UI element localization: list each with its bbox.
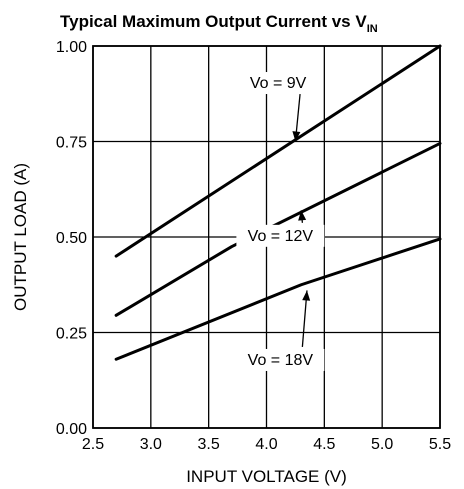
y-tick-label: 0.25 xyxy=(56,326,87,343)
plot-frame xyxy=(92,45,441,429)
x-tick-label: 4.0 xyxy=(255,436,277,453)
series-arrowhead-0 xyxy=(292,131,301,142)
y-tick-label: 0.50 xyxy=(56,230,87,247)
series-label-0: Vo = 9V xyxy=(250,75,307,92)
chart-title-subscript: IN xyxy=(367,23,378,35)
chart-title: Typical Maximum Output Current vs VIN xyxy=(60,12,378,35)
y-axis-label: OUTPUT LOAD (A) xyxy=(11,163,30,311)
series-label-bg-2 xyxy=(236,348,325,371)
chart-title-main: Typical Maximum Output Current vs V xyxy=(60,12,367,31)
x-tick-labels: 2.5 3.0 3.5 4.0 4.5 5.0 5.5 xyxy=(82,436,451,453)
series-line-1 xyxy=(114,141,442,317)
y-tick-label: 1.00 xyxy=(56,39,87,56)
series-label-1: Vo = 12V xyxy=(248,228,314,245)
x-tick-label: 2.5 xyxy=(82,436,104,453)
y-tick-label: 0.00 xyxy=(56,421,87,438)
x-axis-label: INPUT VOLTAGE (V) xyxy=(186,467,347,486)
series-lines xyxy=(114,44,442,361)
series-line-0 xyxy=(114,44,442,258)
series-label-2: Vo = 18V xyxy=(248,352,314,369)
x-tick-label: 5.0 xyxy=(371,436,393,453)
x-tick-label: 5.5 xyxy=(429,436,451,453)
series-line-2 xyxy=(114,237,442,361)
series-arrowhead-1 xyxy=(298,210,307,221)
x-tick-label: 4.5 xyxy=(313,436,335,453)
series-label-bg-0 xyxy=(234,72,323,95)
x-tick-label: 3.5 xyxy=(198,436,220,453)
y-tick-labels: 0.00 0.25 0.50 0.75 1.00 xyxy=(56,39,87,438)
x-tick-label: 3.0 xyxy=(140,436,162,453)
series-annotations: Vo = 9V Vo = 12V Vo = 18V xyxy=(234,72,325,371)
y-tick-label: 0.75 xyxy=(56,135,87,152)
series-label-bg-1 xyxy=(236,224,325,247)
series-arrowhead-2 xyxy=(302,290,311,301)
